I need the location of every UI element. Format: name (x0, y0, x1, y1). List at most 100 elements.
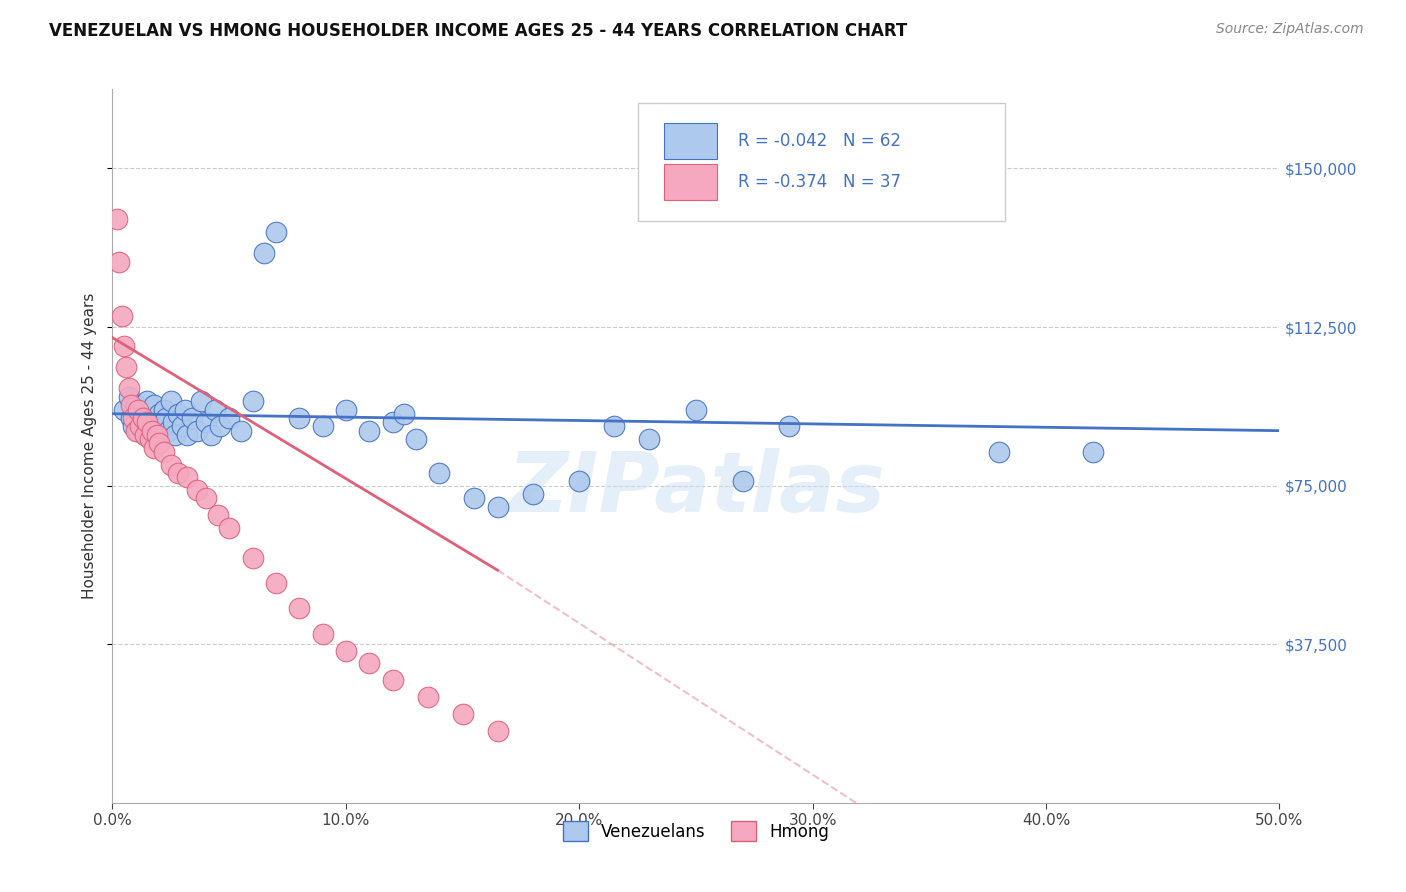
Point (242, 550, 264, 565)
Point (1081, 445, 1104, 459)
Point (150, 428, 173, 442)
FancyBboxPatch shape (665, 164, 717, 200)
Point (486, 500, 509, 514)
Point (359, 424, 381, 438)
Point (731, 475, 754, 489)
Text: R = -0.374   N = 37: R = -0.374 N = 37 (738, 173, 901, 191)
Point (139, 432, 162, 446)
Point (143, 398, 166, 412)
Point (207, 508, 229, 523)
Point (394, 407, 416, 421)
Point (139, 419, 162, 434)
Point (200, 428, 222, 442)
Point (155, 411, 177, 425)
Point (118, 390, 141, 404)
Point (451, 706, 474, 721)
Point (165, 428, 187, 442)
Point (288, 601, 311, 615)
Point (194, 491, 217, 506)
Point (335, 643, 357, 657)
Point (132, 415, 155, 429)
Point (105, 212, 128, 227)
Point (134, 428, 156, 442)
Point (162, 415, 184, 429)
Y-axis label: Householder Income Ages 25 - 44 years: Householder Income Ages 25 - 44 years (82, 293, 97, 599)
Point (242, 394, 264, 409)
Point (132, 411, 155, 425)
Point (129, 419, 152, 434)
Point (603, 419, 626, 434)
Point (381, 673, 404, 688)
Point (108, 254, 131, 268)
Point (311, 419, 333, 434)
Point (359, 657, 381, 671)
Point (204, 402, 226, 417)
Point (148, 436, 170, 450)
Point (638, 432, 661, 446)
Point (129, 402, 152, 417)
Legend: Venezuelans, Hmong: Venezuelans, Hmong (557, 814, 835, 848)
Point (180, 411, 202, 425)
Point (166, 407, 188, 421)
Text: Source: ZipAtlas.com: Source: ZipAtlas.com (1216, 22, 1364, 37)
Point (778, 419, 800, 434)
Point (486, 723, 509, 738)
Point (229, 424, 252, 438)
Point (120, 411, 142, 425)
Point (136, 407, 159, 421)
Point (111, 310, 134, 324)
Point (148, 424, 170, 438)
Point (176, 428, 198, 442)
Point (134, 428, 156, 442)
Point (141, 424, 163, 438)
Point (122, 411, 145, 425)
Point (136, 394, 159, 409)
Point (143, 432, 166, 446)
Point (172, 419, 194, 434)
Point (568, 475, 591, 489)
Point (218, 521, 240, 535)
Point (427, 466, 450, 480)
Point (176, 470, 198, 484)
Point (173, 402, 195, 417)
Point (186, 483, 208, 497)
Point (153, 402, 176, 417)
Point (127, 402, 149, 417)
Point (463, 491, 485, 506)
Point (208, 419, 231, 434)
Point (122, 419, 145, 434)
Point (139, 411, 162, 425)
Point (125, 424, 148, 438)
Point (988, 445, 1011, 459)
Point (405, 432, 427, 446)
Text: VENEZUELAN VS HMONG HOUSEHOLDER INCOME AGES 25 - 44 YEARS CORRELATION CHART: VENEZUELAN VS HMONG HOUSEHOLDER INCOME A… (49, 22, 907, 40)
Point (153, 445, 176, 459)
Point (120, 398, 142, 412)
Point (166, 466, 188, 480)
FancyBboxPatch shape (638, 103, 1005, 221)
Point (160, 458, 183, 472)
Point (127, 424, 149, 438)
Point (416, 690, 439, 704)
Point (160, 394, 183, 409)
Point (112, 402, 135, 417)
Point (136, 415, 159, 429)
Point (157, 424, 180, 438)
Point (311, 626, 333, 640)
Point (685, 402, 707, 417)
Text: R = -0.042   N = 62: R = -0.042 N = 62 (738, 132, 901, 150)
Point (522, 487, 544, 501)
Point (253, 246, 276, 260)
Point (141, 424, 163, 438)
Point (218, 411, 240, 425)
Point (146, 428, 169, 442)
Point (264, 225, 287, 239)
Point (381, 415, 404, 429)
Point (264, 575, 287, 590)
Point (115, 360, 138, 375)
Point (335, 402, 357, 417)
Point (146, 415, 169, 429)
Point (118, 381, 141, 395)
Point (125, 398, 148, 412)
Point (186, 424, 208, 438)
